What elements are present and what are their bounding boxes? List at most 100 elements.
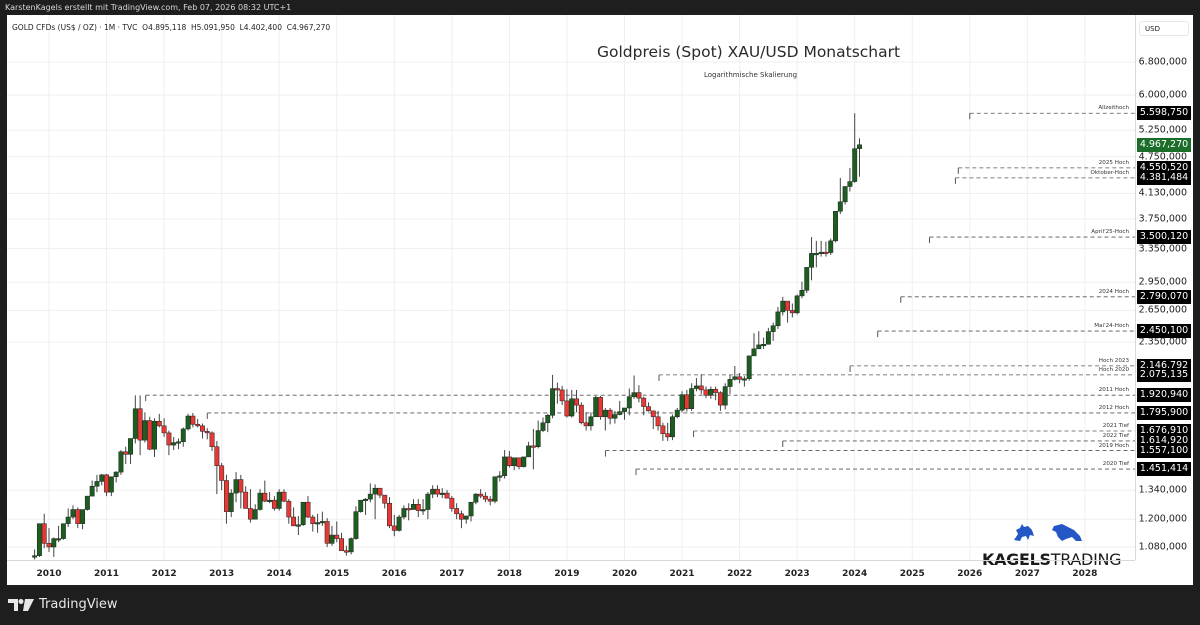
candle: [463, 515, 469, 524]
chart-subtitle: Logarithmische Skalierung: [704, 71, 798, 79]
year-tick: 2011: [94, 569, 120, 579]
year-tick: 2027: [1014, 569, 1040, 579]
candle: [65, 508, 71, 528]
candle: [598, 396, 603, 420]
candle: [650, 410, 656, 429]
candle: [257, 489, 263, 511]
price-tick: 1.340,000: [1138, 484, 1187, 496]
candle: [713, 386, 719, 401]
price-tick: 2.650,000: [1138, 304, 1187, 316]
candle: [36, 523, 42, 557]
candle: [142, 412, 148, 443]
candle: [262, 480, 268, 503]
year-tick: 2016: [381, 569, 407, 579]
candle: [535, 420, 541, 449]
candle: [828, 238, 834, 255]
candle: [693, 378, 699, 392]
candle: [847, 167, 853, 192]
candle: [41, 513, 47, 549]
year-tick: 2018: [496, 569, 522, 579]
candlestick-chart[interactable]: [7, 15, 1135, 560]
year-tick: 2014: [266, 569, 292, 579]
chart-frame: GOLD CFDs (US$ / OZ) · 1M · TVC O4.895,1…: [7, 15, 1193, 585]
ohlc-close: C4.967,270: [286, 23, 331, 32]
level-label: Oktober-Hoch: [1090, 169, 1129, 176]
chart-title: Goldpreis (Spot) XAU/USD Monatschart: [597, 43, 901, 61]
candle: [319, 511, 325, 526]
candle: [511, 457, 517, 471]
level-price-label: 5.598,750: [1137, 106, 1191, 121]
candle: [482, 492, 488, 503]
candle: [540, 417, 546, 433]
last-price-label: 4.967,270: [1137, 137, 1191, 152]
kagels-trading-watermark: KAGELSTRADING: [982, 550, 1122, 569]
level-price-label: 1.795,900: [1137, 405, 1191, 420]
candle: [113, 471, 119, 483]
candle: [185, 413, 191, 431]
candle: [80, 509, 86, 530]
candle: [674, 407, 680, 419]
candle: [180, 427, 186, 447]
candle: [794, 294, 800, 315]
ohlc-low: L4.402,400: [239, 23, 282, 32]
candle: [204, 428, 210, 440]
candle: [377, 487, 383, 499]
candle: [655, 410, 661, 431]
candle: [530, 428, 536, 470]
price-axis[interactable]: USD 6.800,000 6.000,000 5.250,000 4.750,000…: [1136, 15, 1193, 585]
candle: [761, 337, 767, 349]
candle: [559, 385, 565, 406]
level-price-label: 4.381,484: [1137, 170, 1191, 185]
candle: [406, 503, 412, 521]
candle: [310, 514, 316, 532]
candle: [684, 389, 690, 412]
time-axis[interactable]: 2010 2011 2012 2013 2014 2015 2016 2017 2018 2019…: [7, 560, 1135, 586]
candle: [646, 402, 651, 412]
candle: [823, 241, 829, 257]
candle: [660, 422, 666, 441]
candle: [401, 505, 407, 520]
candle: [238, 474, 244, 509]
candle: [569, 389, 575, 418]
price-tick: 3.750,000: [1138, 213, 1187, 225]
candle: [550, 374, 556, 419]
candle: [588, 412, 594, 431]
currency-selector[interactable]: USD: [1139, 21, 1189, 36]
candle: [315, 513, 321, 533]
price-tick: 4.130,000: [1138, 187, 1187, 199]
chart-plot-area[interactable]: GOLD CFDs (US$ / OZ) · 1M · TVC O4.895,1…: [7, 15, 1136, 569]
candle: [818, 240, 824, 257]
candle: [60, 523, 66, 540]
level-price-label: 1.451,414: [1137, 462, 1191, 477]
candle: [176, 438, 181, 450]
candle: [166, 430, 172, 456]
candle: [473, 493, 479, 505]
candle: [228, 489, 234, 518]
candle: [717, 391, 723, 411]
year-tick: 2028: [1072, 569, 1098, 579]
price-tick: 6.000,000: [1138, 89, 1187, 101]
candle: [439, 488, 445, 499]
candle: [75, 507, 81, 529]
candle: [746, 355, 752, 381]
candle: [602, 407, 608, 431]
year-tick: 2012: [151, 569, 177, 579]
candle: [732, 366, 738, 381]
candle: [468, 501, 474, 522]
candle: [118, 450, 124, 475]
candle: [813, 240, 819, 268]
candle: [339, 532, 344, 551]
candle: [343, 545, 349, 556]
level-label: 2021 Tief: [1102, 423, 1129, 430]
level-price-label: 2.450,100: [1137, 324, 1191, 339]
candle: [324, 518, 330, 547]
candle: [137, 395, 143, 456]
candle: [506, 450, 512, 468]
chart-credit: KarstenKagels erstellt mit TradingView.c…: [5, 3, 292, 12]
candle: [521, 456, 527, 468]
year-tick: 2015: [324, 569, 350, 579]
candle: [104, 473, 109, 497]
candle: [741, 376, 747, 387]
candle: [415, 499, 421, 518]
candle: [190, 413, 196, 428]
